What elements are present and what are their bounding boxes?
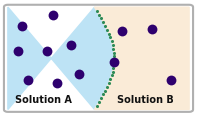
Point <box>112 67 115 69</box>
FancyBboxPatch shape <box>8 7 189 109</box>
Text: Solution B: Solution B <box>117 95 174 105</box>
Point <box>106 29 109 31</box>
Text: Solution A: Solution A <box>15 95 72 105</box>
Point <box>112 63 115 65</box>
Point <box>110 74 113 76</box>
Point <box>107 33 110 35</box>
Point <box>106 86 109 88</box>
Point <box>95 10 98 12</box>
Point <box>112 48 115 50</box>
Point <box>97 14 100 15</box>
Point <box>113 55 116 57</box>
Point <box>121 30 124 32</box>
Point <box>113 61 116 63</box>
Point <box>69 44 72 46</box>
Point <box>113 59 116 61</box>
Point <box>112 52 115 54</box>
Point <box>150 28 153 30</box>
Point <box>104 25 107 27</box>
Point <box>20 25 23 27</box>
Point <box>111 71 114 73</box>
Point <box>26 79 29 81</box>
Point <box>170 79 173 81</box>
Polygon shape <box>95 7 189 109</box>
Polygon shape <box>8 7 114 109</box>
Point <box>102 94 105 95</box>
Point <box>102 21 105 23</box>
Point <box>46 50 49 52</box>
Point <box>111 44 114 46</box>
Point <box>56 82 59 84</box>
Point <box>109 78 112 80</box>
Point <box>100 97 103 99</box>
Point <box>16 50 19 52</box>
Point <box>109 36 112 38</box>
Point <box>52 15 55 16</box>
Point <box>95 105 98 107</box>
Point <box>97 101 100 103</box>
Point <box>77 73 80 75</box>
Point <box>104 90 107 92</box>
Point <box>107 82 110 84</box>
Point <box>100 17 103 19</box>
Point <box>110 40 113 42</box>
